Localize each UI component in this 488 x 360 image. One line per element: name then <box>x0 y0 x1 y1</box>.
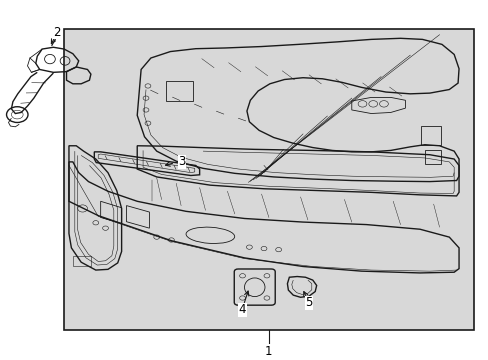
Text: 3: 3 <box>178 156 185 168</box>
Text: 5: 5 <box>305 296 312 309</box>
Text: 4: 4 <box>238 303 246 316</box>
Text: 1: 1 <box>264 345 272 357</box>
Bar <box>64 30 473 330</box>
Bar <box>420 126 440 145</box>
Bar <box>166 81 193 101</box>
Text: 2: 2 <box>53 26 61 39</box>
Bar <box>73 256 91 266</box>
Bar <box>424 150 440 164</box>
